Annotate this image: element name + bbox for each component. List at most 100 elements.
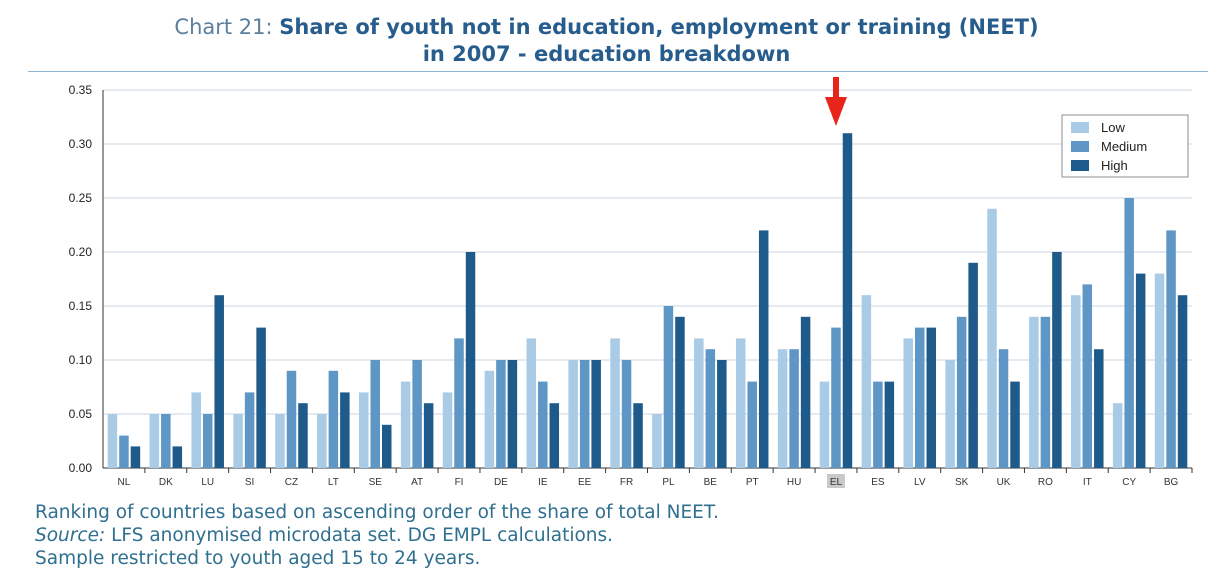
y-tick-label: 0.35	[69, 83, 93, 97]
bar-si-low	[233, 414, 243, 468]
chart-title: Chart 21: Share of youth not in educatio…	[0, 14, 1213, 68]
bar-nl-high	[130, 446, 141, 468]
highlight-arrow-icon	[824, 97, 847, 126]
x-tick-label: EE	[578, 477, 592, 488]
x-tick-label: BG	[1164, 477, 1179, 488]
bar-se-medium	[370, 360, 380, 468]
x-tick-label: SI	[245, 477, 254, 488]
bar-lu-medium	[202, 414, 213, 468]
x-tick-label: HU	[787, 477, 801, 488]
x-tick-label: DK	[159, 477, 173, 488]
bar-fi-medium	[454, 338, 464, 468]
bar-es-high	[884, 381, 895, 468]
bar-at-medium	[412, 360, 422, 468]
y-tick-label: 0.15	[69, 299, 93, 313]
source-label: Source:	[35, 525, 106, 546]
bar-lu-low	[191, 392, 201, 468]
bar-hu-high	[800, 316, 811, 468]
legend-swatch-low	[1071, 122, 1089, 133]
x-tick-label: IT	[1083, 477, 1092, 488]
bar-dk-low	[149, 414, 160, 468]
bar-lt-low	[317, 414, 327, 468]
bar-ro-medium	[1040, 316, 1051, 468]
x-tick-label: RO	[1038, 477, 1053, 488]
bar-dk-medium	[161, 414, 171, 468]
highlight-label-box	[826, 474, 845, 488]
y-tick-label: 0.10	[69, 353, 93, 367]
sample-note: Sample restricted to youth aged 15 to 24…	[35, 548, 481, 569]
bar-lt-medium	[328, 370, 339, 468]
x-tick-label: BE	[704, 477, 718, 488]
bar-it-low	[1071, 295, 1081, 468]
bar-lu-high	[214, 295, 224, 468]
x-tick-label: EL	[830, 477, 843, 488]
bar-dk-high	[172, 446, 183, 468]
bar-el-low	[819, 381, 830, 468]
bar-uk-medium	[998, 349, 1009, 468]
bar-be-high	[717, 360, 727, 468]
bar-fi-low	[442, 392, 453, 468]
bar-ie-medium	[538, 381, 548, 468]
x-tick-label: LV	[914, 477, 926, 488]
title-divider	[28, 71, 1208, 72]
legend-swatch-medium	[1071, 141, 1089, 152]
bar-nl-low	[107, 414, 118, 468]
x-tick-label: CY	[1122, 477, 1136, 488]
title-main-line-1: Share of youth not in education, employm…	[279, 15, 1039, 39]
chart-number: Chart 21:	[174, 15, 273, 39]
x-tick-label: SK	[955, 477, 969, 488]
bar-el-high	[842, 133, 853, 468]
bar-sk-medium	[956, 316, 967, 468]
bar-de-high	[507, 360, 518, 468]
bar-cz-low	[275, 414, 285, 468]
x-tick-label: PT	[746, 477, 759, 488]
x-tick-label: PL	[662, 477, 675, 488]
bar-be-medium	[705, 349, 716, 468]
bar-uk-high	[1010, 381, 1020, 468]
bar-it-high	[1094, 349, 1104, 468]
x-tick-label: IE	[538, 477, 548, 488]
bar-ee-medium	[579, 360, 590, 468]
y-tick-label: 0.25	[69, 191, 93, 205]
bar-uk-low	[987, 208, 997, 469]
source-note: Source: LFS anonymised microdata set. DG…	[35, 524, 719, 547]
bar-de-low	[484, 370, 495, 468]
bar-se-high	[382, 424, 392, 468]
source-text: LFS anonymised microdata set. DG EMPL ca…	[105, 525, 614, 546]
bar-si-medium	[244, 392, 255, 468]
x-tick-label: LU	[201, 477, 214, 488]
title-line-1: Chart 21: Share of youth not in educatio…	[0, 14, 1213, 41]
bar-fr-low	[610, 338, 620, 468]
legend-label-high: High	[1101, 158, 1128, 173]
bar-ro-low	[1029, 316, 1039, 468]
bar-se-low	[359, 392, 369, 468]
bar-cy-medium	[1124, 198, 1134, 468]
bar-ro-high	[1052, 252, 1062, 468]
chart-notes: Ranking of countries based on ascending …	[35, 501, 719, 570]
bar-pt-high	[758, 230, 769, 468]
bar-hu-medium	[789, 349, 799, 468]
bar-pt-medium	[747, 381, 757, 468]
y-tick-label: 0.20	[69, 245, 93, 259]
y-tick-label: 0.30	[69, 137, 93, 151]
bar-sk-high	[968, 262, 978, 468]
bar-pt-low	[735, 338, 746, 468]
bar-lv-high	[926, 327, 936, 468]
bar-ie-high	[549, 403, 560, 468]
bar-at-low	[400, 381, 411, 468]
bar-sk-low	[945, 360, 955, 468]
bar-lv-medium	[915, 327, 925, 468]
x-tick-label: AT	[411, 477, 423, 488]
bar-si-high	[256, 327, 266, 468]
bar-be-low	[694, 338, 704, 468]
bar-bg-medium	[1166, 230, 1176, 468]
bar-pl-high	[675, 316, 685, 468]
bar-cz-high	[298, 403, 308, 468]
legend-label-low: Low	[1101, 120, 1125, 135]
bar-it-medium	[1082, 284, 1093, 468]
bar-pl-low	[652, 414, 662, 468]
bar-el-medium	[831, 327, 841, 468]
legend-label-medium: Medium	[1101, 139, 1147, 154]
y-tick-label: 0.00	[69, 461, 93, 475]
y-tick-label: 0.05	[69, 407, 93, 421]
